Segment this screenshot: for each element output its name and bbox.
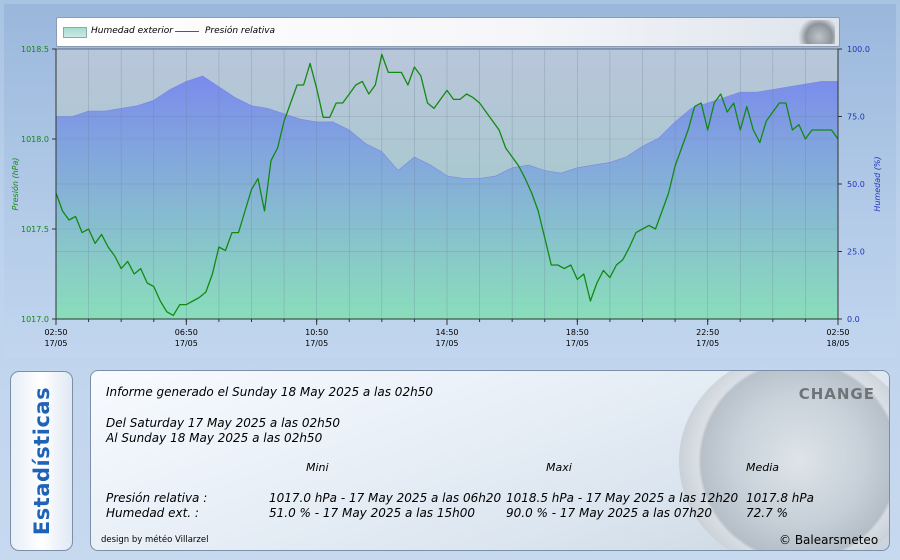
design-credit: design by météo Villarzel bbox=[101, 535, 209, 545]
chart-legend: Humedad exterior Presión relativa bbox=[56, 17, 840, 47]
x-tick-time-label: 06:50 bbox=[175, 328, 198, 337]
x-tick-time-label: 02:50 bbox=[44, 328, 67, 337]
x-tick-date-label: 18/05 bbox=[826, 339, 849, 348]
grid-layer bbox=[56, 49, 838, 319]
x-tick-date-label: 17/05 bbox=[44, 339, 67, 348]
header-maxi: Maxi bbox=[546, 461, 572, 474]
stats-tab: Estadísticas bbox=[10, 371, 73, 551]
legend-humidity-label: Humedad exterior bbox=[91, 26, 173, 36]
right-axis-title: Humedad (%) bbox=[873, 156, 882, 211]
humidity-area bbox=[55, 75, 839, 320]
report-generated-line: Informe generado el Sunday 18 May 2025 a… bbox=[106, 385, 433, 399]
x-tick-time-label: 02:50 bbox=[826, 328, 849, 337]
axes-layer: 1017.0 1017.5 1018.0 1018.5 0.0 25.0 50.0 75.0 1… bbox=[10, 45, 882, 348]
x-tick-time-label: 10:50 bbox=[305, 328, 328, 337]
right-tick-label: 25.0 bbox=[847, 248, 865, 257]
x-tick-date-label: 17/05 bbox=[435, 339, 458, 348]
x-tick-date-label: 17/05 bbox=[175, 339, 198, 348]
right-tick-label: 50.0 bbox=[847, 180, 865, 189]
row-pressure-media: 1017.8 hPa bbox=[746, 491, 814, 505]
x-tick-date-label: 17/05 bbox=[696, 339, 719, 348]
x-tick-time-label: 14:50 bbox=[435, 328, 458, 337]
row-humidity-label: Humedad ext. : bbox=[106, 506, 199, 520]
period-to-line: Al Sunday 18 May 2025 a las 02h50 bbox=[106, 431, 323, 445]
pressure-line-layer bbox=[55, 53, 839, 317]
stats-tab-label: Estadísticas bbox=[29, 386, 54, 536]
barometer-gauge-decoration bbox=[679, 371, 889, 550]
x-tick-date-label: 17/05 bbox=[566, 339, 589, 348]
humidity-area-layer bbox=[55, 75, 839, 320]
right-tick-label: 75.0 bbox=[847, 113, 865, 122]
right-tick-label: 0.0 bbox=[847, 315, 860, 324]
left-tick-label: 1018.5 bbox=[21, 45, 49, 54]
x-tick-time-label: 18:50 bbox=[566, 328, 589, 337]
row-humidity-mini: 51.0 % - 17 May 2025 a las 15h00 bbox=[269, 506, 476, 520]
barometer-knob-decoration bbox=[795, 20, 835, 44]
row-pressure-maxi: 1018.5 hPa - 17 May 2025 a las 12h20 bbox=[506, 491, 739, 505]
left-tick-label: 1017.0 bbox=[21, 315, 49, 324]
row-humidity-media: 72.7 % bbox=[746, 506, 788, 520]
stats-panel: CHANGE Informe generado el Sunday 18 May… bbox=[90, 370, 890, 551]
legend-pressure-swatch bbox=[175, 31, 199, 32]
period-from-line: Del Saturday 17 May 2025 a las 02h50 bbox=[106, 416, 340, 430]
row-pressure-label: Presión relativa : bbox=[106, 491, 208, 505]
gauge-change-word: CHANGE bbox=[798, 385, 875, 403]
row-pressure-mini: 1017.0 hPa - 17 May 2025 a las 06h20 bbox=[269, 491, 502, 505]
x-tick-time-label: 22:50 bbox=[696, 328, 719, 337]
left-tick-label: 1018.0 bbox=[21, 135, 49, 144]
left-axis-title: Presión (hPa) bbox=[10, 158, 20, 211]
pressure-line bbox=[55, 53, 839, 317]
row-humidity-maxi: 90.0 % - 17 May 2025 a las 07h20 bbox=[506, 506, 713, 520]
left-tick-label: 1017.5 bbox=[21, 225, 49, 234]
right-tick-label: 100.0 bbox=[847, 45, 870, 54]
legend-pressure-label: Presión relativa bbox=[205, 26, 276, 36]
legend-humidity-swatch bbox=[63, 27, 87, 38]
x-tick-date-label: 17/05 bbox=[305, 339, 328, 348]
header-mini: Mini bbox=[306, 461, 329, 474]
header-media: Media bbox=[746, 461, 780, 474]
copyright-text: © Balearsmeteo bbox=[779, 533, 879, 547]
